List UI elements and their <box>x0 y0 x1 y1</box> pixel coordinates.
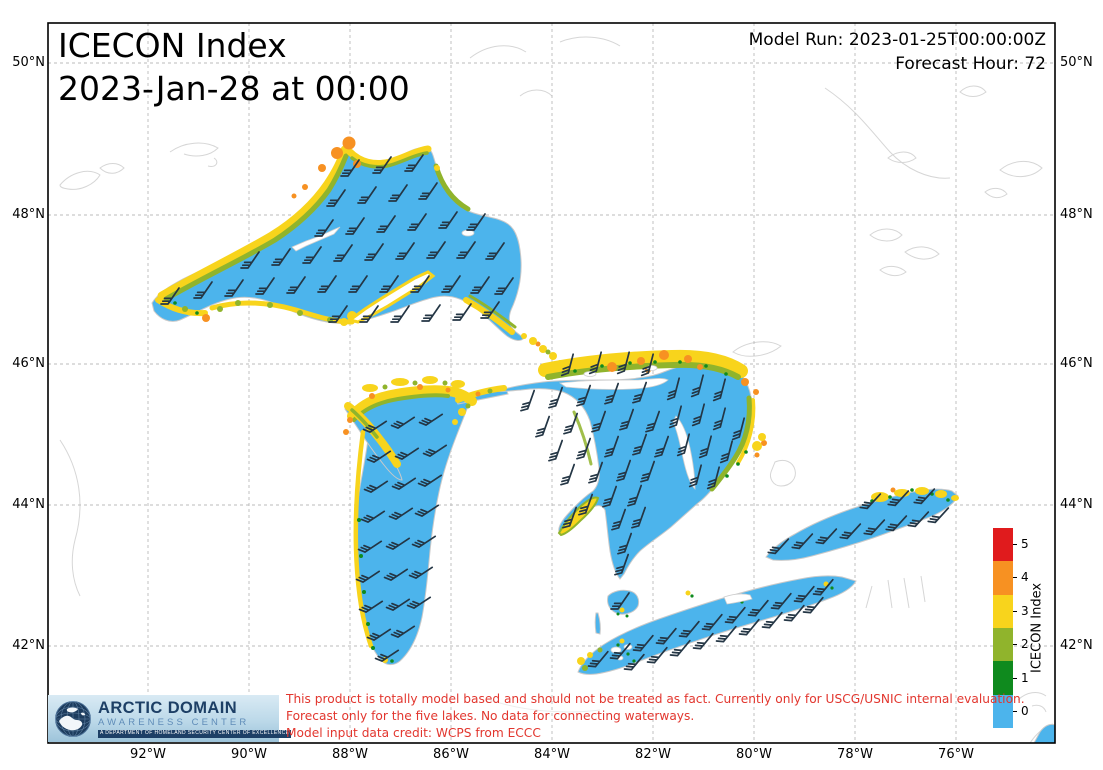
title-line-1: ICECON Index <box>58 26 287 65</box>
lon-label-76w: 76°W <box>938 747 974 762</box>
plot-frame <box>47 22 1056 744</box>
lat-label-48n-right: 48°N <box>1060 207 1093 222</box>
michipicoten-island <box>461 229 475 237</box>
plot-title: ICECON Index 2023-Jan-28 at 00:00 <box>58 24 410 110</box>
logo-subtitle: AWARENESS CENTER <box>98 717 250 728</box>
colorbar-segment-5 <box>993 528 1013 562</box>
disclaimer-text: This product is totally model based and … <box>286 691 1025 741</box>
colorbar-ticklabel-2: 2 <box>1021 637 1029 651</box>
colorbar-axis-label: ICECON Index <box>1029 582 1045 674</box>
model-run-info: Model Run: 2023-01-25T00:00:00Z Forecast… <box>749 28 1046 76</box>
disclaimer-line-3: Model input data credit: WCPS from ECCC <box>286 725 541 740</box>
colorbar-segment-1 <box>993 661 1013 695</box>
logo-text: ARCTIC DOMAIN AWARENESS CENTER A DEPARTM… <box>98 698 292 738</box>
colorbar-tick-1 <box>1013 678 1017 680</box>
colorbar-ticklabel-0: 0 <box>1021 704 1029 718</box>
colorbar-segment-0 <box>993 694 1013 728</box>
title-line-2: 2023-Jan-28 at 00:00 <box>58 69 410 108</box>
disclaimer-line-2: Forecast only for the five lakes. No dat… <box>286 708 695 723</box>
detroit-river <box>594 612 601 635</box>
lon-label-86w: 86°W <box>433 747 469 762</box>
colorbar-ticklabel-5: 5 <box>1021 537 1029 551</box>
lon-label-82w: 82°W <box>635 747 671 762</box>
logo-title: ARCTIC DOMAIN <box>98 698 238 717</box>
model-run-label: Model Run: 2023-01-25T00:00:00Z <box>748 30 1046 50</box>
lakes <box>151 146 1055 743</box>
disclaimer-line-1: This product is totally model based and … <box>286 692 1025 706</box>
lat-label-50n-right: 50°N <box>1060 55 1093 70</box>
lon-label-92w: 92°W <box>130 747 166 762</box>
islands <box>291 226 753 661</box>
icecon-colorbar <box>993 528 1013 728</box>
manitoulin-island <box>558 378 669 390</box>
colorbar-tick-2 <box>1013 644 1017 646</box>
lat-label-50n-left: 50°N <box>12 55 45 70</box>
isle-royale <box>291 226 341 252</box>
lon-label-90w: 90°W <box>231 747 267 762</box>
lake-erie <box>577 575 857 675</box>
adac-logo: ARCTIC DOMAIN AWARENESS CENTER A DEPARTM… <box>48 695 292 742</box>
lat-label-42n-right: 42°N <box>1060 638 1093 653</box>
lat-label-44n-right: 44°N <box>1060 497 1093 512</box>
colorbar-segment-4 <box>993 561 1013 595</box>
lat-label-44n-left: 44°N <box>12 497 45 512</box>
long-point <box>723 593 753 605</box>
colorbar-segment-2 <box>993 627 1013 662</box>
colorbar-segment-3 <box>993 594 1013 628</box>
globe-icon <box>55 700 91 737</box>
lake-ontario <box>765 488 959 561</box>
lon-label-84w: 84°W <box>534 747 570 762</box>
forecast-hour-label: Forecast Hour: 72 <box>895 54 1046 74</box>
logo-tagline: A DEPARTMENT OF HOMELAND SECURITY CENTER… <box>98 729 292 738</box>
colorbar-tick-3 <box>1013 611 1017 613</box>
colorbar-ticklabel-3: 3 <box>1021 604 1029 618</box>
lon-label-88w: 88°W <box>332 747 368 762</box>
lat-label-46n-right: 46°N <box>1060 356 1093 371</box>
colorbar-tick-0 <box>1013 711 1017 713</box>
colorbar-tick-4 <box>1013 577 1017 579</box>
colorbar-ticklabel-4: 4 <box>1021 570 1029 584</box>
lat-label-48n-left: 48°N <box>12 207 45 222</box>
colorbar-ticklabel-1: 1 <box>1021 671 1029 685</box>
lat-label-46n-left: 46°N <box>12 356 45 371</box>
lon-label-78w: 78°W <box>837 747 873 762</box>
lon-label-80w: 80°W <box>736 747 772 762</box>
colorbar-tick-5 <box>1013 544 1017 546</box>
lat-label-42n-left: 42°N <box>12 638 45 653</box>
